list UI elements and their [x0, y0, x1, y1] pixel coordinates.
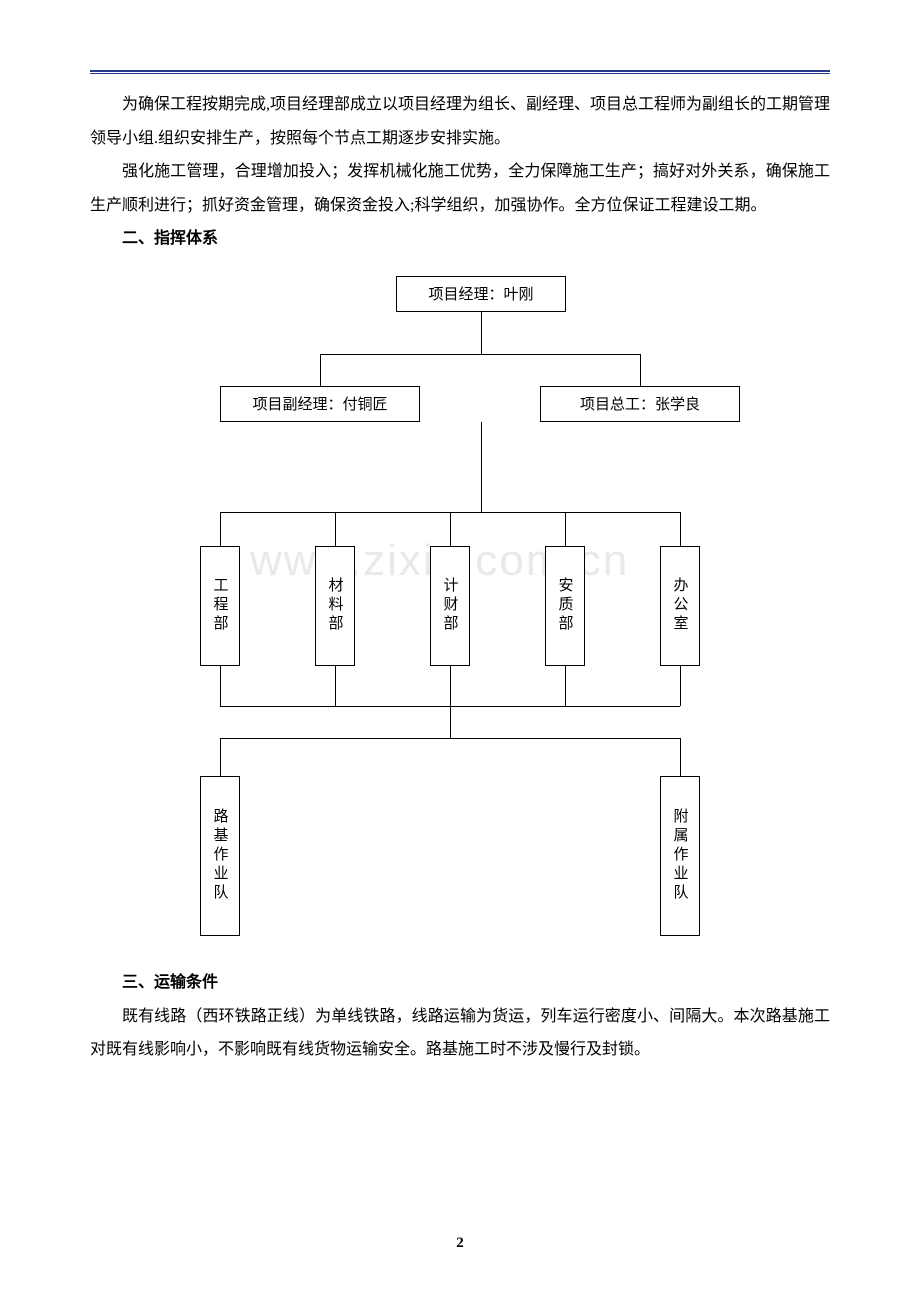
connector-line — [640, 354, 641, 386]
connector-line — [565, 666, 566, 706]
header-rule — [90, 70, 830, 74]
connector-line — [320, 354, 321, 386]
connector-line — [220, 666, 221, 706]
node-team-auxiliary: 附属作业队 — [660, 776, 700, 936]
page-number: 2 — [0, 1235, 920, 1252]
paragraph-2: 强化施工管理，合理增加投入；发挥机械化施工优势，全力保障施工生产；搞好对外关系，… — [90, 155, 830, 222]
node-dept-0: 工程部 — [200, 546, 240, 666]
heading-transport: 三、运输条件 — [90, 966, 830, 1000]
connector-line — [335, 512, 336, 546]
node-dept-2: 计财部 — [430, 546, 470, 666]
page-content: 为确保工程按期完成,项目经理部成立以项目经理为组长、副经理、项目总工程师为副组长… — [90, 70, 830, 1067]
connector-line — [320, 354, 640, 355]
connector-line — [481, 422, 482, 512]
connector-line — [220, 738, 680, 739]
connector-line — [565, 512, 566, 546]
node-team-roadbed: 路基作业队 — [200, 776, 240, 936]
node-project-manager: 项目经理：叶刚 — [396, 276, 566, 312]
connector-line — [450, 666, 451, 706]
node-chief-engineer: 项目总工：张学良 — [540, 386, 740, 422]
node-deputy-manager: 项目副经理：付铜匠 — [220, 386, 420, 422]
connector-line — [450, 706, 451, 738]
node-dept-1: 材料部 — [315, 546, 355, 666]
connector-line — [680, 738, 681, 776]
connector-line — [335, 666, 336, 706]
connector-line — [450, 512, 451, 546]
node-dept-4: 办公室 — [660, 546, 700, 666]
connector-line — [220, 738, 221, 776]
node-dept-3: 安质部 — [545, 546, 585, 666]
paragraph-1: 为确保工程按期完成,项目经理部成立以项目经理为组长、副经理、项目总工程师为副组长… — [90, 88, 830, 155]
org-chart: www.zixin.com.cn 项目经理：叶刚项目副经理：付铜匠项目总工：张学… — [90, 266, 830, 966]
paragraph-3: 既有线路（西环铁路正线）为单线铁路，线路运输为货运，列车运行密度小、间隔大。本次… — [90, 1000, 830, 1067]
connector-line — [220, 512, 221, 546]
connector-line — [680, 666, 681, 706]
connector-line — [481, 312, 482, 354]
connector-line — [680, 512, 681, 546]
heading-command-system: 二、指挥体系 — [90, 222, 830, 256]
